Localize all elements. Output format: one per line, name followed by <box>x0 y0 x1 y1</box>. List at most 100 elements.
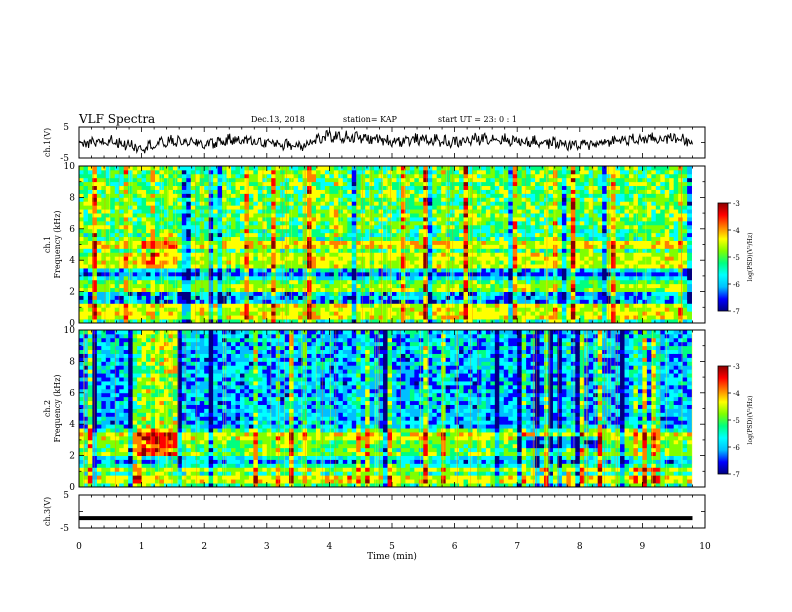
spec-cell <box>557 209 563 214</box>
spec-cell <box>231 248 236 253</box>
spec-cell <box>606 166 612 171</box>
spec-cell <box>494 213 500 218</box>
spec-cell <box>342 260 348 265</box>
spec-cell <box>177 169 183 175</box>
spec-cell <box>481 311 487 316</box>
spec-cell <box>365 193 371 198</box>
spec-cell <box>186 311 192 316</box>
spec-cell <box>275 287 281 293</box>
spec-cell <box>311 299 317 304</box>
spec-cell <box>190 217 196 222</box>
spec-cell <box>611 201 616 206</box>
spec-cell <box>508 205 514 210</box>
spec-cell <box>436 177 442 183</box>
spec-cell <box>468 303 473 308</box>
spec-cell <box>114 275 120 281</box>
spec-cell <box>293 232 299 238</box>
spec-cell <box>423 307 429 312</box>
spec-cell <box>365 220 371 226</box>
spec-cell <box>110 209 116 214</box>
spec-cell <box>383 213 388 218</box>
spec-cell <box>222 291 227 296</box>
spec-cell <box>208 287 214 293</box>
spec-cell <box>427 173 433 179</box>
spec-cell <box>248 275 254 281</box>
spec-cell <box>611 224 616 230</box>
spec-cell <box>266 205 272 210</box>
spec-cell <box>628 193 634 198</box>
spec-cell <box>284 295 290 300</box>
spec-cell <box>392 279 397 285</box>
spec-cell <box>168 193 174 198</box>
spec-cell <box>114 166 120 171</box>
spec-cell <box>298 252 303 257</box>
spec-cell <box>468 209 473 214</box>
spec-cell <box>432 256 438 261</box>
spec-cell <box>181 299 187 304</box>
spec-cell <box>186 315 192 320</box>
spec-cell <box>231 197 236 202</box>
spec-cell <box>396 315 402 320</box>
spec-cell <box>92 236 98 241</box>
spec-cell <box>512 256 518 261</box>
spec-cell <box>459 271 464 277</box>
spec-cell <box>414 268 420 273</box>
spec-cell <box>552 287 558 293</box>
spec-cell <box>275 240 281 245</box>
spec-cell <box>512 166 518 171</box>
spec-cell <box>530 248 536 253</box>
spec-cell <box>114 193 120 198</box>
spec-cell <box>128 189 134 194</box>
spec-cell <box>485 295 491 300</box>
spec-cell <box>92 209 98 214</box>
spec-cell <box>280 189 286 194</box>
spec-cell <box>280 268 286 273</box>
spec-cell <box>280 303 286 308</box>
spec-cell <box>517 240 523 245</box>
spec-cell <box>503 232 509 238</box>
spec-cell <box>499 283 505 289</box>
spec-cell <box>517 201 523 206</box>
spec-cell <box>584 287 590 293</box>
spec-cell <box>584 169 590 175</box>
spec-cell <box>186 181 192 187</box>
spec-cell <box>552 228 558 234</box>
spec-cell <box>427 217 433 222</box>
spec-cell <box>271 248 277 253</box>
spec-cell <box>302 220 308 226</box>
spec-cell <box>190 307 196 312</box>
spec-cell <box>315 303 321 308</box>
spec-cell <box>105 315 111 320</box>
spec-cell <box>177 268 183 273</box>
spec-cell <box>427 201 433 206</box>
spec-cell <box>333 268 339 273</box>
spec-cell <box>472 287 478 293</box>
spec-cell <box>342 283 348 289</box>
spec-cell <box>137 315 142 320</box>
spec-cell <box>602 197 608 202</box>
spec-cell <box>432 260 438 265</box>
spec-cell <box>360 193 366 198</box>
spec-cell <box>347 220 353 226</box>
spec-cell <box>235 248 241 253</box>
spec-cell <box>87 189 93 194</box>
spec-cell <box>508 189 514 194</box>
spec-cell <box>333 260 339 265</box>
spec-cell <box>472 244 478 249</box>
spec-cell <box>150 295 156 300</box>
spec-cell <box>226 252 232 257</box>
spec-cell <box>539 287 545 293</box>
spec-cell <box>454 299 460 304</box>
spec-cell <box>92 217 98 222</box>
spec-cell <box>508 244 514 249</box>
spec-cell <box>83 166 89 171</box>
spec-cell <box>195 181 201 187</box>
spec-cell <box>298 291 303 296</box>
spec-cell <box>329 240 335 245</box>
spec-cell <box>146 197 151 202</box>
spec-cell <box>526 201 532 206</box>
spec-cell <box>579 256 585 261</box>
spec-cell <box>454 209 460 214</box>
spec-cell <box>146 224 151 230</box>
spec-cell <box>213 224 219 230</box>
